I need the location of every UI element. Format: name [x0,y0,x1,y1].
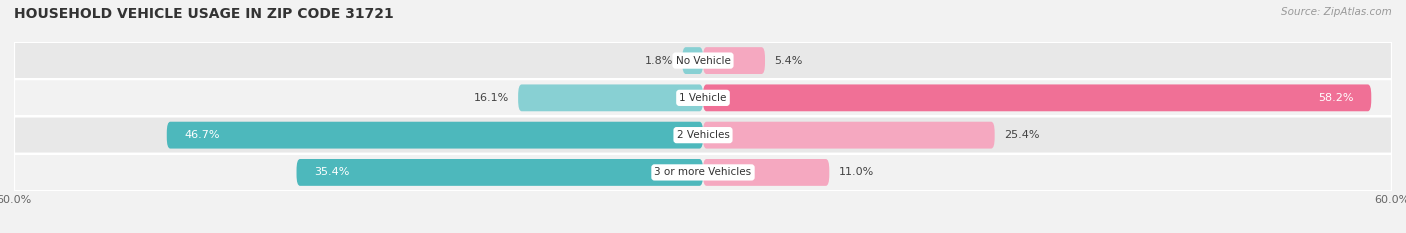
Text: 16.1%: 16.1% [474,93,509,103]
Text: 3 or more Vehicles: 3 or more Vehicles [654,168,752,177]
Text: 11.0%: 11.0% [838,168,873,177]
FancyBboxPatch shape [167,122,703,149]
Text: 35.4%: 35.4% [314,168,349,177]
Text: 1 Vehicle: 1 Vehicle [679,93,727,103]
FancyBboxPatch shape [14,79,1392,116]
FancyBboxPatch shape [297,159,703,186]
Text: Source: ZipAtlas.com: Source: ZipAtlas.com [1281,7,1392,17]
FancyBboxPatch shape [14,154,1392,191]
FancyBboxPatch shape [519,84,703,111]
Text: 2 Vehicles: 2 Vehicles [676,130,730,140]
Text: No Vehicle: No Vehicle [675,56,731,65]
FancyBboxPatch shape [703,47,765,74]
FancyBboxPatch shape [14,42,1392,79]
Text: 1.8%: 1.8% [645,56,673,65]
Text: 58.2%: 58.2% [1319,93,1354,103]
FancyBboxPatch shape [14,116,1392,154]
Text: 5.4%: 5.4% [775,56,803,65]
FancyBboxPatch shape [703,84,1371,111]
FancyBboxPatch shape [703,122,994,149]
FancyBboxPatch shape [703,159,830,186]
Text: 46.7%: 46.7% [184,130,219,140]
FancyBboxPatch shape [682,47,703,74]
Text: 25.4%: 25.4% [1004,130,1039,140]
Text: HOUSEHOLD VEHICLE USAGE IN ZIP CODE 31721: HOUSEHOLD VEHICLE USAGE IN ZIP CODE 3172… [14,7,394,21]
